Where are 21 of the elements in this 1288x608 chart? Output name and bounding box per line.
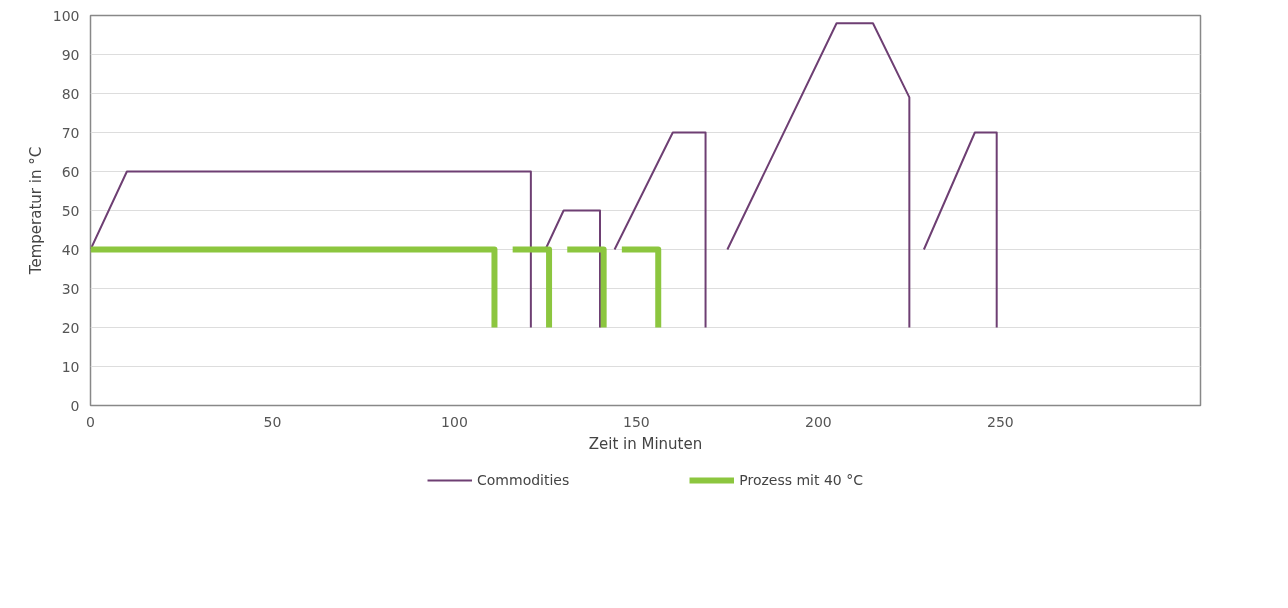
y-tick-label: 80 bbox=[61, 85, 80, 102]
y-tick-label: 50 bbox=[61, 202, 80, 219]
y-tick-label: 90 bbox=[61, 46, 80, 63]
x-tick-label: 0 bbox=[86, 413, 95, 430]
y-tick-label: 40 bbox=[61, 241, 80, 258]
y-tick-label: 10 bbox=[61, 358, 80, 375]
x-tick-label: 200 bbox=[805, 413, 832, 430]
legend-label: Prozess mit 40 °C bbox=[739, 472, 863, 488]
legend-label: Commodities bbox=[477, 472, 570, 488]
x-tick-label: 100 bbox=[441, 413, 468, 430]
y-tick-label: 20 bbox=[61, 319, 80, 336]
y-axis-title: Temperatur in °C bbox=[26, 146, 45, 276]
x-tick-label: 50 bbox=[263, 413, 282, 430]
y-tick-label: 60 bbox=[61, 163, 80, 180]
y-tick-label: 30 bbox=[61, 280, 80, 297]
x-tick-label: 150 bbox=[623, 413, 650, 430]
x-tick-label: 250 bbox=[986, 413, 1014, 430]
y-tick-label: 100 bbox=[52, 7, 80, 24]
y-tick-label: 70 bbox=[61, 124, 80, 141]
x-axis-title: Zeit in Minuten bbox=[588, 434, 703, 453]
y-tick-label: 0 bbox=[70, 397, 80, 414]
